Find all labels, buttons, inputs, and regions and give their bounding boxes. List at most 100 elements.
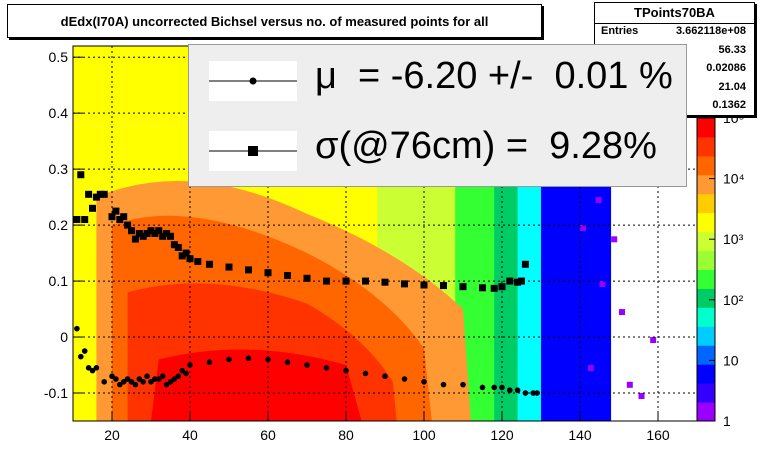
lower-marker bbox=[304, 362, 310, 368]
colorbar-tick-label: 1 bbox=[723, 413, 731, 429]
y-tick-label: 0 bbox=[60, 329, 68, 345]
lower-marker bbox=[206, 359, 213, 366]
lower-marker bbox=[109, 373, 115, 380]
x-tick-label: 100 bbox=[412, 427, 436, 443]
lower-marker bbox=[499, 384, 505, 391]
stats-value: 0.1362 bbox=[712, 99, 746, 111]
mean-marker bbox=[170, 241, 178, 249]
mean-marker bbox=[151, 230, 159, 237]
x-tick-label: 20 bbox=[104, 427, 120, 443]
mean-marker bbox=[81, 216, 89, 224]
mean-marker bbox=[85, 190, 93, 198]
y-tick-label: 0.4 bbox=[49, 105, 69, 121]
legend-entry-mean: μ = -6.20 +/- 0.01 % bbox=[189, 51, 686, 111]
stats-value: 21.04 bbox=[718, 81, 746, 93]
lower-marker bbox=[93, 365, 100, 371]
heat-speckle bbox=[587, 365, 594, 372]
colorbar-tick-label: 10⁴ bbox=[723, 171, 745, 187]
lower-marker bbox=[148, 379, 154, 385]
mean-marker bbox=[128, 227, 135, 235]
lower-marker bbox=[171, 376, 178, 382]
lower-marker bbox=[323, 365, 330, 371]
stats-row: 56.33 bbox=[595, 44, 754, 60]
mean-marker bbox=[518, 277, 525, 285]
chart-title: dEdx(I70A) uncorrected Bichsel versus no… bbox=[7, 4, 542, 38]
mean-marker bbox=[342, 277, 350, 285]
x-tick-label: 40 bbox=[182, 427, 198, 443]
mean-marker bbox=[73, 216, 81, 224]
colorbar-segment bbox=[697, 269, 715, 289]
lower-marker bbox=[507, 387, 513, 394]
colorbar-segment bbox=[697, 155, 715, 176]
mean-marker bbox=[163, 230, 171, 237]
mean-marker bbox=[159, 232, 167, 240]
lower-marker bbox=[117, 381, 123, 388]
mean-marker bbox=[178, 252, 186, 260]
mean-marker bbox=[479, 284, 486, 292]
lower-marker bbox=[124, 376, 131, 382]
mean-marker bbox=[108, 213, 116, 221]
heat-speckle bbox=[611, 236, 618, 243]
lower-marker bbox=[382, 373, 388, 380]
lower-marker bbox=[81, 348, 88, 354]
lower-marker bbox=[136, 376, 143, 382]
lower-marker bbox=[101, 379, 107, 385]
legend: μ = -6.20 +/- 0.01 % σ(@76cm) = 9.28% bbox=[188, 44, 687, 187]
stats-value: 0.02086 bbox=[706, 62, 746, 74]
lower-marker bbox=[74, 325, 80, 332]
lower-marker bbox=[479, 384, 486, 391]
colorbar-segment bbox=[697, 345, 715, 365]
mean-marker bbox=[245, 266, 252, 274]
lower-marker bbox=[534, 390, 540, 396]
lower-marker bbox=[113, 376, 119, 382]
y-tick-label: 0.1 bbox=[49, 273, 69, 289]
x-tick-label: 140 bbox=[568, 427, 592, 443]
lower-marker bbox=[401, 376, 408, 382]
stats-row: Entries 3.662118e+08 bbox=[595, 25, 754, 41]
lower-marker bbox=[128, 379, 135, 385]
x-tick-label: 120 bbox=[490, 427, 514, 443]
mean-marker bbox=[420, 281, 428, 289]
stats-row: 0.1362 bbox=[595, 99, 754, 115]
lower-marker bbox=[343, 367, 349, 374]
mean-marker bbox=[323, 277, 330, 285]
colorbar-segment bbox=[697, 174, 715, 195]
mean-marker bbox=[135, 230, 143, 237]
mean-marker bbox=[92, 193, 100, 201]
lower-marker bbox=[179, 367, 185, 374]
lower-marker bbox=[85, 365, 92, 371]
colorbar-segment bbox=[697, 136, 715, 157]
colorbar-tick-label: 10 bbox=[723, 352, 739, 368]
colorbar-segment bbox=[697, 212, 715, 233]
y-tick-label: -0.1 bbox=[44, 385, 68, 401]
legend-circle-marker-icon bbox=[209, 61, 297, 101]
heat-speckle bbox=[626, 381, 633, 388]
colorbar-tick-label: 10³ bbox=[723, 231, 744, 247]
lower-marker bbox=[245, 355, 252, 362]
mean-marker bbox=[490, 284, 498, 292]
colorbar-segment bbox=[697, 326, 715, 346]
lower-marker bbox=[183, 370, 189, 377]
lower-marker bbox=[120, 379, 127, 385]
mean-marker bbox=[381, 278, 389, 286]
lower-marker bbox=[226, 356, 232, 363]
lower-marker bbox=[440, 381, 447, 388]
stats-row: 21.04 bbox=[595, 81, 754, 97]
mean-marker bbox=[182, 249, 190, 257]
heat-red bbox=[151, 349, 362, 421]
lower-marker bbox=[522, 390, 529, 396]
mean-marker bbox=[120, 213, 128, 221]
mean-marker bbox=[506, 277, 514, 285]
mean-marker bbox=[174, 243, 182, 251]
colorbar-segment bbox=[697, 288, 715, 308]
legend-text-sigma: σ(@76cm) = 9.28% bbox=[315, 125, 657, 167]
lower-marker bbox=[144, 373, 150, 380]
mean-marker bbox=[147, 227, 155, 235]
mean-marker bbox=[194, 257, 202, 265]
mean-marker bbox=[77, 171, 85, 179]
mean-marker bbox=[186, 255, 194, 263]
colorbar-segment bbox=[697, 402, 715, 422]
lower-marker bbox=[152, 376, 158, 382]
mean-marker bbox=[284, 271, 291, 279]
y-tick-label: 0.5 bbox=[49, 49, 69, 65]
